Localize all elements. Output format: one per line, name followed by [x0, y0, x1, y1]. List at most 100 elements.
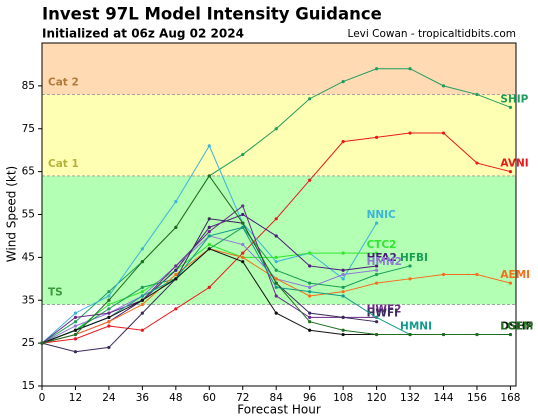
x-tick-label: 168	[500, 392, 520, 404]
series-point	[241, 225, 245, 229]
series-point	[374, 251, 379, 255]
series-point	[408, 332, 412, 337]
series-point	[140, 328, 144, 332]
x-tick-label: 72	[236, 392, 249, 404]
series-point	[207, 217, 211, 221]
series-point	[441, 84, 446, 88]
series-point	[107, 311, 111, 315]
series-label: HWFI	[367, 308, 398, 320]
series-point	[241, 204, 245, 208]
series-point	[374, 135, 379, 139]
series-point	[207, 234, 211, 238]
series-label: HFA2	[367, 252, 397, 264]
series-point	[374, 272, 379, 277]
credit: Levi Cowan - tropicaltidbits.com	[348, 28, 516, 40]
series-point	[441, 332, 446, 337]
y-tick-label: 75	[22, 123, 35, 135]
y-tick-label: 15	[22, 380, 35, 392]
series-point	[374, 320, 379, 324]
series-point	[374, 281, 379, 285]
series-point	[73, 328, 78, 332]
series-point	[140, 298, 144, 302]
series-label: DSHP	[500, 321, 533, 333]
series-point	[40, 341, 44, 345]
series-point	[73, 332, 78, 337]
series-line	[41, 226, 411, 344]
series-point	[207, 174, 211, 178]
series-point	[107, 298, 111, 302]
series-point	[241, 255, 245, 259]
series-point	[241, 260, 245, 264]
intensity-band	[42, 175, 516, 305]
band-label: Cat 2	[48, 76, 79, 88]
series-point	[475, 92, 479, 97]
y-tick-label: 45	[22, 251, 35, 263]
series-point	[341, 328, 345, 332]
series-point	[475, 272, 479, 277]
series-point	[274, 255, 278, 259]
series-point	[73, 315, 78, 319]
series-label: SHIP	[500, 93, 528, 105]
series-point	[140, 290, 144, 294]
series-point	[374, 67, 379, 71]
series-point	[341, 315, 345, 319]
y-axis-label: Wind Speed (kt)	[5, 166, 19, 262]
series-point	[174, 225, 178, 229]
series-point	[308, 315, 312, 319]
series-point	[174, 307, 178, 311]
intensity-band	[42, 43, 516, 95]
series-label: AEMI	[500, 269, 530, 281]
series-point	[207, 230, 211, 234]
y-tick-label: 35	[22, 294, 35, 306]
series-point	[374, 332, 379, 337]
series-point	[274, 260, 278, 264]
series-point	[341, 290, 345, 294]
series-point	[274, 234, 278, 238]
x-tick-label: 96	[303, 392, 317, 404]
series-point	[508, 332, 513, 337]
series-point	[475, 332, 479, 337]
x-tick-label: 36	[136, 392, 150, 404]
x-tick-label: 120	[367, 392, 387, 404]
y-tick-label: 85	[22, 80, 35, 92]
series-point	[274, 277, 278, 281]
series-point	[508, 281, 513, 285]
series-point	[174, 200, 178, 204]
band-label: TS	[48, 287, 63, 299]
series-point	[207, 285, 211, 289]
series-point	[207, 247, 211, 251]
series-point	[274, 294, 278, 298]
series-point	[174, 277, 178, 281]
series-point	[408, 277, 412, 281]
series-point	[274, 311, 278, 315]
series-point	[374, 221, 379, 225]
series-point	[241, 152, 245, 157]
series-point	[140, 311, 144, 315]
series-point	[475, 161, 479, 165]
series-point	[341, 285, 345, 289]
series-point	[241, 242, 245, 247]
series-point	[107, 307, 111, 311]
series-label: CTC2	[367, 239, 397, 251]
series-point	[107, 345, 111, 350]
series-point	[408, 131, 412, 135]
x-tick-label: 60	[203, 392, 216, 404]
x-tick-label: 108	[333, 392, 353, 404]
series-point	[308, 264, 312, 268]
x-tick-label: 156	[467, 392, 487, 404]
series-point	[174, 268, 178, 272]
series-point	[73, 350, 78, 354]
x-tick-label: 132	[400, 392, 420, 404]
intensity-band	[42, 94, 516, 176]
series-point	[341, 277, 345, 281]
series-point	[374, 315, 379, 319]
series-point	[140, 294, 144, 298]
series-point	[140, 285, 144, 289]
series-point	[274, 281, 278, 285]
series-point	[308, 251, 312, 255]
series-point	[207, 242, 211, 247]
series-point	[308, 311, 312, 315]
series-point	[374, 264, 379, 268]
series-point	[341, 268, 345, 272]
